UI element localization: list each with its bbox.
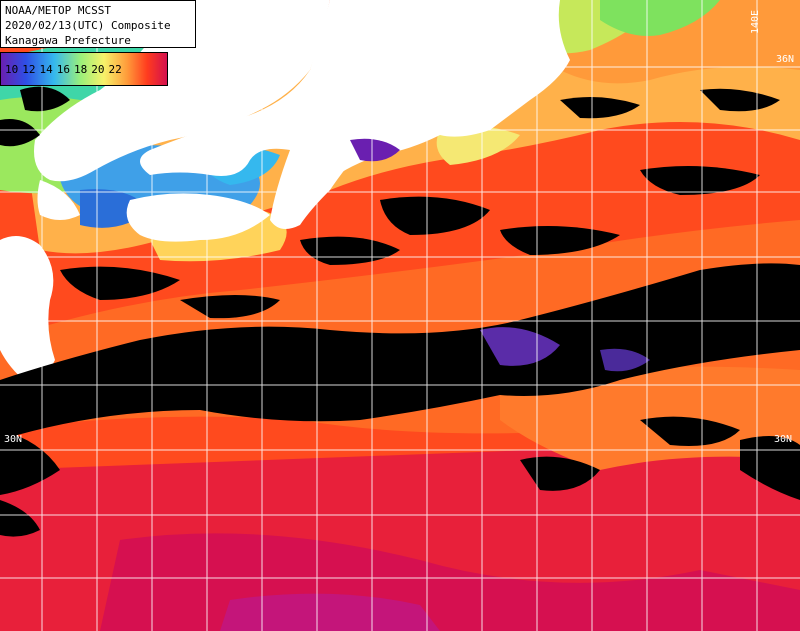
temperature-legend: 10 12 14 16 18 20 22 [0,52,168,86]
legend-label: 20 [91,63,105,76]
land-shikoku [126,193,271,242]
land-honshu [34,0,330,182]
title-line-1: NOAA/METOP MCSST [5,4,111,17]
legend-colorbar [1,53,167,85]
legend-label: 16 [56,63,70,76]
map-title-box: NOAA/METOP MCSST 2020/02/13(UTC) Composi… [0,0,196,48]
legend-label: 10 [5,63,19,76]
legend-label: 12 [22,63,36,76]
cloud-band [0,263,800,440]
land-kyushu [0,236,55,385]
latitude-label-30n-left: 30N [4,434,23,445]
latitude-label-30n-right: 30N [774,434,793,445]
longitude-label-140e: 140E [750,9,761,34]
title-line-2: 2020/02/13(UTC) Composite [5,19,171,32]
longitude-label-135e: 135E [318,9,329,34]
legend-label: 14 [39,63,53,76]
latitude-label-36n: 36N [776,54,795,65]
legend-label: 22 [108,63,122,76]
legend-label: 18 [74,63,88,76]
title-line-3: Kanagawa Prefecture [5,34,131,47]
